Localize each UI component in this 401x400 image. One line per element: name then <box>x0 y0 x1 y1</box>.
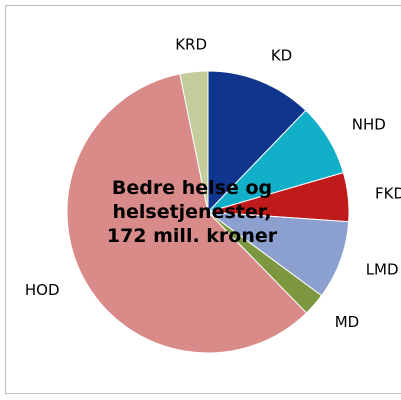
slice-label: MD <box>335 313 360 331</box>
slice-label: FKD <box>375 185 401 203</box>
pie-slice <box>206 211 350 297</box>
slice-label: LMD <box>366 260 399 278</box>
pie-slice <box>179 70 209 213</box>
labels: KD NHD FKD LMD MD HOD KRD <box>25 35 401 330</box>
slice-label: HOD <box>25 281 60 299</box>
pie <box>66 70 350 354</box>
chart-title: Bedre helse og helsetjenester, 172 mill. k… <box>107 177 278 247</box>
pie-slice <box>207 70 307 214</box>
slice-label: KD <box>271 47 292 65</box>
chart-title-line: 172 mill. kroner <box>107 225 278 247</box>
slice-label: KRD <box>175 35 207 53</box>
chart-title-line: helsetjenester, <box>112 201 271 223</box>
pie-slice <box>66 73 308 354</box>
slice-label: NHD <box>352 116 386 134</box>
chart-title-line: Bedre helse og <box>112 177 272 199</box>
